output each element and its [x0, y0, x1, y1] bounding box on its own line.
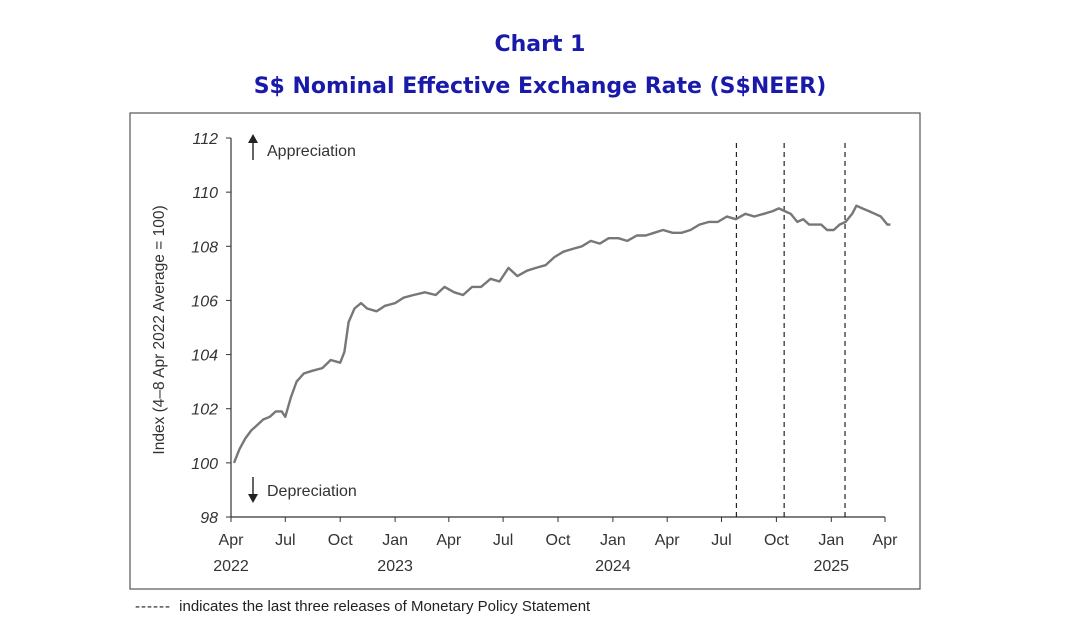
x-tick-label: Jan — [382, 532, 408, 549]
x-tick-label: Oct — [546, 532, 571, 549]
sneer-series-line — [232, 204, 891, 464]
x-tick-label: Apr — [655, 532, 681, 549]
x-tick-label: Jul — [493, 532, 513, 549]
y-tick-label: 108 — [191, 239, 218, 256]
y-axis-label: Index (4–8 Apr 2022 Average = 100) — [151, 205, 168, 454]
x-tick-label: Jul — [275, 532, 295, 549]
depreciation-annotation: Depreciation — [248, 477, 357, 503]
x-tick-label: Apr — [436, 532, 462, 549]
y-tick-label: 106 — [191, 293, 218, 310]
chart-subtitle: S$ Nominal Effective Exchange Rate (S$NE… — [253, 74, 827, 99]
y-tick-label: 100 — [191, 456, 218, 473]
x-tick-label: Oct — [764, 532, 789, 549]
appreciation-label: Appreciation — [267, 143, 356, 160]
footnote-text: indicates the last three releases of Mon… — [179, 598, 591, 615]
x-tick-label: Apr — [873, 532, 899, 549]
up-arrow-head-icon — [248, 134, 258, 143]
x-tick-year-label: 2024 — [595, 558, 631, 575]
down-arrow-head-icon — [248, 494, 258, 503]
y-tick-label: 104 — [191, 348, 218, 365]
x-tick-year-label: 2023 — [377, 558, 413, 575]
y-tick-label: 102 — [191, 402, 218, 419]
x-tick-label: Jan — [818, 532, 844, 549]
chart-frame — [129, 112, 921, 590]
x-tick-label: Apr — [219, 532, 245, 549]
y-tick-label: 112 — [192, 131, 218, 148]
chart-title: Chart 1 — [494, 32, 586, 57]
x-tick-label: Jan — [600, 532, 626, 549]
appreciation-annotation: Appreciation — [248, 134, 356, 160]
x-tick-year-label: 2022 — [213, 558, 249, 575]
x-tick-year-label: 2025 — [813, 558, 849, 575]
y-tick-label: 110 — [192, 185, 218, 202]
depreciation-label: Depreciation — [267, 483, 357, 500]
footnote-dashes: ------ — [135, 598, 171, 615]
y-tick-label: 98 — [200, 510, 218, 527]
footnote: ------ indicates the last three releases… — [135, 598, 590, 615]
x-tick-label: Oct — [328, 532, 353, 549]
x-tick-label: Jul — [711, 532, 731, 549]
